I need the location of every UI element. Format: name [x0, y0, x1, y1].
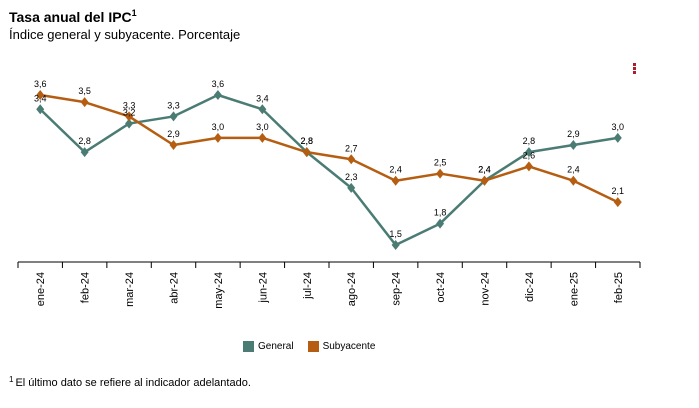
data-point-marker — [302, 147, 311, 158]
data-point-marker — [480, 175, 489, 186]
data-label: 2,6 — [523, 150, 536, 160]
data-point-marker — [524, 161, 533, 172]
legend: General Subyacente — [243, 341, 389, 352]
data-label: 3,0 — [256, 122, 269, 132]
x-tick-label: feb-25 — [613, 272, 625, 303]
legend-label: General — [258, 341, 294, 352]
data-point-marker — [524, 147, 533, 158]
legend-label: Subyacente — [322, 341, 376, 352]
data-point-marker — [36, 90, 45, 100]
data-label: 3,0 — [612, 122, 625, 132]
data-label: 2,8 — [78, 136, 91, 146]
footnote: 1 El último dato se refiere al indicador … — [9, 375, 251, 389]
data-point-marker — [436, 218, 445, 229]
data-label: 2,8 — [301, 136, 314, 146]
data-label: 3,4 — [256, 93, 269, 103]
data-label: 2,8 — [523, 136, 536, 146]
legend-swatch — [243, 341, 254, 352]
data-label: 3,2 — [123, 108, 136, 118]
data-label: 2,9 — [567, 129, 580, 139]
data-label: 2,4 — [567, 165, 580, 175]
x-tick-label: may-24 — [213, 272, 225, 309]
chart-title: Tasa anual del IPC1 — [9, 8, 137, 25]
data-label: 2,1 — [612, 186, 625, 196]
x-tick-label: mar-24 — [124, 272, 136, 307]
data-point-marker — [213, 90, 222, 100]
data-point-marker — [80, 97, 89, 108]
x-tick-label: feb-24 — [80, 272, 92, 303]
data-point-marker — [169, 111, 178, 122]
chart-title-text: Tasa anual del IPC — [9, 9, 132, 25]
data-label: 1,5 — [389, 229, 402, 239]
data-point-marker — [36, 104, 45, 115]
data-label: 3,6 — [212, 79, 225, 89]
data-point-marker — [125, 111, 134, 122]
footnote-marker: 1 — [9, 375, 14, 384]
data-point-marker — [436, 168, 445, 179]
data-label: 3,3 — [123, 100, 136, 110]
x-tick-label: abr-24 — [169, 272, 181, 304]
data-point-marker — [80, 147, 89, 158]
data-point-marker — [613, 197, 622, 208]
data-point-marker — [258, 104, 267, 115]
data-point-marker — [569, 175, 578, 186]
x-tick-label: ene-24 — [35, 272, 47, 306]
vertical-dots-icon[interactable] — [633, 63, 637, 75]
data-label: 3,0 — [212, 122, 225, 132]
data-point-marker — [347, 182, 356, 193]
data-label: 3,5 — [78, 86, 91, 96]
line-chart: ene-24 feb-24 mar-24 abr-24 may-24 jun-24 jul-… — [17, 79, 641, 309]
data-label: 3,6 — [34, 79, 47, 89]
chart-subtitle: Índice general y subyacente. Porcentaje — [9, 27, 241, 42]
data-point-marker — [213, 132, 222, 143]
x-tick-label: sep-24 — [391, 272, 403, 306]
x-tick-label: oct-24 — [435, 272, 447, 303]
legend-item-subyacente[interactable]: Subyacente — [307, 341, 376, 352]
x-tick-label: ago-24 — [346, 272, 358, 306]
legend-item-general[interactable]: General — [243, 341, 294, 352]
x-tick-label: jul-24 — [302, 272, 314, 300]
data-label: 3,3 — [167, 100, 180, 110]
data-point-marker — [169, 140, 178, 150]
data-point-marker — [391, 240, 400, 250]
legend-swatch — [307, 341, 319, 352]
data-label: 2,4 — [389, 165, 402, 175]
x-tick-label: dic-24 — [524, 272, 536, 302]
data-label: 1,8 — [434, 208, 447, 218]
title-superscript: 1 — [131, 8, 137, 18]
data-label: 2,7 — [345, 143, 358, 153]
data-point-marker — [391, 175, 400, 186]
data-label: 2,4 — [478, 165, 491, 175]
data-point-marker — [613, 132, 622, 143]
data-point-marker — [569, 140, 578, 150]
x-tick-label: ene-25 — [568, 272, 580, 306]
x-tick-label: jun-24 — [257, 272, 269, 304]
data-label: 2,9 — [167, 129, 180, 139]
footnote-text: El último dato se refiere al indicador a… — [15, 377, 251, 389]
data-label: 2,8 — [301, 136, 314, 146]
data-label: 3,4 — [34, 93, 47, 103]
data-label: 2,5 — [434, 158, 447, 168]
x-tick-label: nov-24 — [480, 272, 492, 306]
data-point-marker — [125, 118, 134, 129]
data-label: 2,4 — [478, 165, 491, 175]
series-line-subyacente — [40, 93, 619, 204]
data-point-marker — [347, 154, 356, 165]
data-label: 2,3 — [345, 172, 358, 182]
data-point-marker — [258, 132, 267, 143]
